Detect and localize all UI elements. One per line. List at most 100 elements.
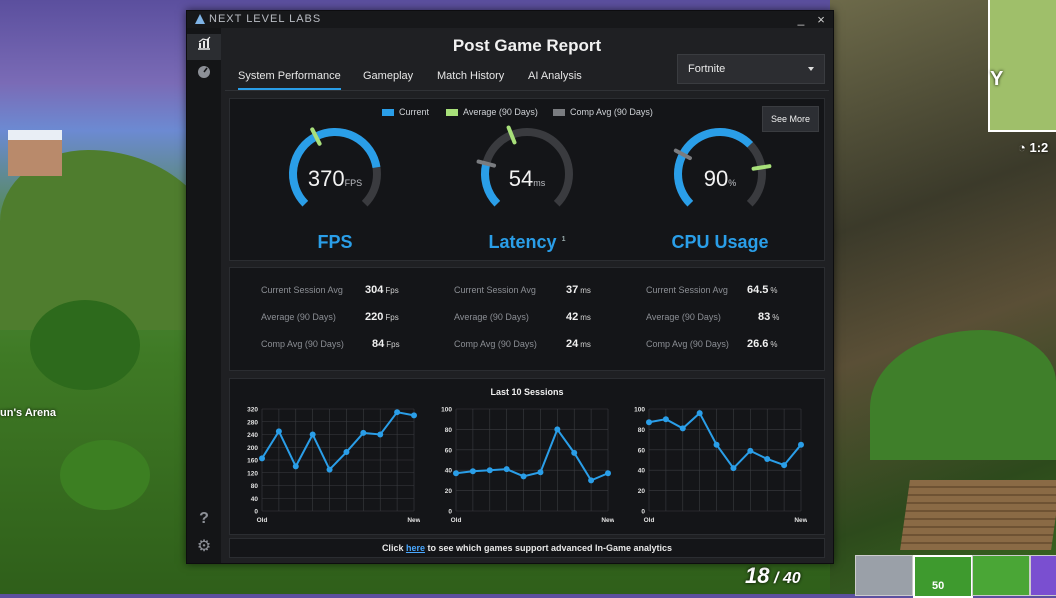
data-point: [588, 477, 595, 484]
latency-comp-avg-number: 24: [566, 338, 579, 350]
footer-here-link[interactable]: here: [405, 543, 425, 553]
y-tick-label: 80: [251, 483, 259, 490]
settings-gear-icon[interactable]: ⚙: [196, 538, 212, 555]
close-button[interactable]: ×: [817, 12, 825, 27]
cpu-gauge: [673, 128, 772, 207]
fps-average-number: 220: [365, 311, 384, 323]
data-point: [309, 431, 316, 438]
app-window: NEXT LEVEL LABS _ × ? ⚙ Post Game Report…: [186, 10, 834, 564]
sessions-title: Last 10 Sessions: [490, 387, 564, 397]
y-tick-label: 240: [247, 432, 258, 439]
y-tick-label: 40: [251, 496, 259, 503]
cpu-label: CPU Usage: [650, 232, 790, 253]
data-point: [411, 412, 417, 419]
fps-label-text: FPS: [317, 232, 353, 252]
data-point: [453, 470, 459, 477]
latency-sessions-chart: 0 20 40 60 80 100 Old New: [441, 407, 614, 525]
data-point: [394, 409, 401, 416]
footer-bar: Click here to see which games support ad…: [229, 538, 825, 558]
gauge-current-fill: [674, 128, 754, 207]
cpu-gauge-value: 90%: [660, 166, 780, 192]
see-more-button[interactable]: See More: [762, 106, 819, 132]
legend-swatch-average: [446, 109, 458, 117]
fps-comp-avg-unit: Fps: [386, 340, 400, 349]
cpu-comp-avg-value: 26.6%: [747, 338, 778, 350]
fps-current-session-unit: Fps: [385, 286, 399, 295]
y-tick-label: 320: [247, 407, 258, 414]
cpu-value: 90: [703, 166, 729, 191]
data-point: [764, 455, 771, 462]
fps-label: FPS: [265, 232, 405, 253]
tab-divider: [225, 90, 829, 91]
inventory-slot-weapon: [972, 555, 1030, 596]
legend-current-label: Current: [399, 107, 430, 117]
tab-system-performance[interactable]: System Performance: [238, 70, 341, 90]
data-point: [469, 468, 476, 475]
data-point: [662, 416, 669, 423]
latency-average-unit: ms: [580, 313, 591, 322]
data-point: [377, 431, 384, 438]
latency-current-session-value: 37 ms: [566, 284, 591, 296]
legend-comp-avg: Comp Avg (90 Days): [553, 107, 653, 117]
latency-label: Latency 1: [457, 232, 597, 253]
fps-current-session-label: Current Session Avg: [261, 285, 343, 295]
x-label-new: New: [601, 517, 614, 524]
y-tick-label: 20: [445, 488, 453, 495]
latency-average-value: 42 ms: [566, 311, 591, 323]
tab-ai-analysis[interactable]: AI Analysis: [528, 70, 582, 82]
gauges-panel: Current Average (90 Days) Comp Avg (90 D…: [229, 98, 825, 261]
tab-match-history[interactable]: Match History: [437, 70, 505, 82]
data-point: [605, 470, 611, 477]
arena-label: un's Arena: [0, 407, 56, 419]
cpu-average-label: Average (90 Days): [646, 312, 721, 322]
data-point: [520, 473, 527, 480]
fps-sessions-chart: 0 40 80 120 160 200 240 280 320 Old New: [247, 407, 420, 525]
latency-comp-avg-value: 24 ms: [566, 338, 591, 350]
speedometer-icon[interactable]: [187, 62, 221, 88]
fps-gauge: [289, 127, 381, 207]
fps-current-session-value: 304 Fps: [365, 284, 399, 296]
performance-chart-icon[interactable]: [187, 34, 221, 60]
data-point: [292, 463, 299, 470]
y-tick-label: 60: [445, 447, 453, 454]
y-tick-label: 40: [638, 468, 646, 475]
series-line: [261, 411, 415, 472]
titlebar[interactable]: NEXT LEVEL LABS _ ×: [187, 11, 833, 28]
minimize-button[interactable]: _: [797, 12, 805, 26]
fps-average-value: 220 Fps: [365, 311, 399, 323]
inventory-slot-pickaxe: [855, 555, 913, 596]
help-icon[interactable]: ?: [199, 510, 209, 527]
data-point: [275, 428, 282, 435]
data-point: [537, 469, 544, 476]
background-house: [8, 130, 62, 176]
fps-current-session-number: 304: [365, 284, 384, 296]
cpu-comp-avg-label: Comp Avg (90 Days): [646, 339, 729, 349]
data-point: [326, 466, 333, 473]
latency-footnote: 1: [561, 236, 566, 243]
cpu-comp-avg-unit: %: [770, 340, 778, 349]
background-tree: [60, 440, 150, 510]
fps-value: 370: [307, 166, 345, 191]
inventory-slot-count: 50: [932, 580, 945, 592]
y-tick-label: 20: [638, 488, 646, 495]
y-tick-label: 0: [254, 509, 258, 516]
latency-label-text: Latency: [488, 232, 557, 252]
latency-value: 54: [508, 166, 534, 191]
brand-name: NEXT LEVEL LABS: [209, 13, 322, 25]
fps-gauge-value: 370FPS: [275, 166, 395, 192]
data-point: [259, 455, 265, 462]
game-select[interactable]: Fortnite: [677, 54, 825, 84]
fps-comp-avg-value: 84 Fps: [372, 338, 400, 350]
data-point: [343, 449, 350, 456]
cpu-unit: %: [728, 178, 737, 188]
y-tick-label: 0: [448, 509, 452, 516]
minimap: [988, 0, 1056, 132]
y-tick-label: 60: [638, 447, 646, 454]
tab-gameplay[interactable]: Gameplay: [363, 70, 414, 82]
y-tick-label: 40: [445, 468, 453, 475]
fps-average-label: Average (90 Days): [261, 312, 336, 322]
background-tree: [30, 300, 140, 390]
page-title: Post Game Report: [452, 36, 602, 55]
ammo-counter: 18 / 40: [745, 563, 801, 588]
data-point: [798, 441, 804, 448]
